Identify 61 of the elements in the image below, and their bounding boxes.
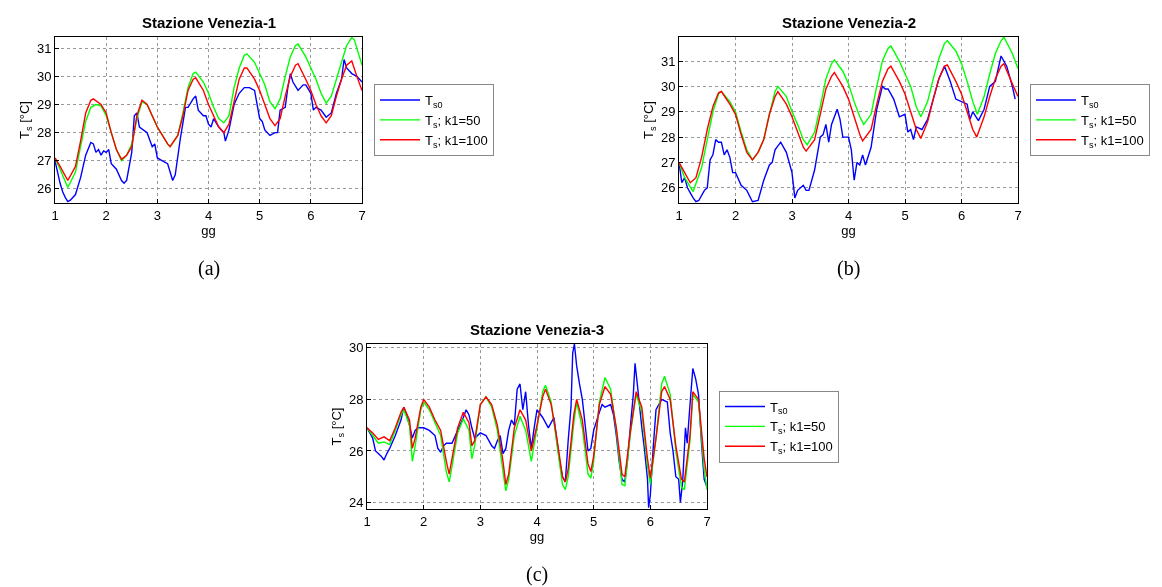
text: (c) (526, 563, 549, 586)
y-tick-label: 24 (348, 495, 364, 511)
chart-title: Stazione Venezia-2 (782, 14, 917, 31)
x-tick-label: 4 (844, 207, 853, 223)
x-tick-label: 2 (420, 513, 428, 529)
chart-title: Stazione Venezia-1 (142, 14, 277, 31)
line-series (679, 62, 1018, 184)
y-tick-label: 29 (660, 104, 676, 120)
legend-label: T$_{s}$; k1=100 (770, 439, 833, 457)
x-axis-title: gg (529, 528, 545, 544)
legend-label: T$_{s0}$ (425, 93, 443, 110)
legend-label: T$_{s}$; k1=100 (425, 132, 488, 150)
legend-label: T$_{s}$; k1=100 (1081, 132, 1144, 150)
x-tick-label: 1 (675, 207, 683, 223)
x-tick-label: 5 (901, 207, 909, 223)
y-tick-label: 28 (36, 125, 52, 141)
text: (a) (198, 257, 221, 280)
x-tick-label: 5 (590, 513, 598, 529)
y-tick-label: 30 (348, 340, 364, 356)
y-tick-label: 28 (660, 129, 676, 145)
y-tick-label: 27 (36, 153, 52, 169)
x-tick-label: 2 (731, 207, 740, 223)
x-tick-label: 6 (957, 207, 966, 223)
x-tick-label: 3 (153, 207, 161, 223)
legend-label: T$_{s}$; k1=50 (770, 419, 826, 437)
x-tick-label: 5 (256, 207, 264, 223)
legend-label: T$_{s}$; k1=50 (1081, 112, 1137, 130)
x-tick-label: 4 (533, 513, 541, 529)
y-tick-label: 26 (36, 181, 52, 197)
x-tick-label: 6 (307, 207, 315, 223)
x-tick-label: 4 (204, 207, 213, 223)
line-series (55, 60, 362, 182)
y-tick-label: 26 (348, 443, 364, 459)
x-tick-label: 6 (646, 513, 654, 529)
y-tick-label: 30 (660, 78, 676, 94)
x-tick-label: 7 (1014, 207, 1022, 223)
text: (b) (837, 257, 861, 280)
x-tick-label: 1 (51, 207, 59, 223)
x-tick-label: 1 (363, 513, 371, 529)
x-tick-label: 7 (358, 207, 366, 223)
line-series (55, 58, 362, 203)
legend-label: T$_{s}$; k1=50 (425, 112, 481, 130)
x-axis-title: gg (201, 222, 216, 238)
x-tick-label: 2 (102, 207, 110, 223)
legend-label: T$_{s0}$ (770, 399, 788, 417)
line-series (367, 344, 707, 509)
y-tick-label: 31 (660, 53, 676, 69)
line-series (679, 55, 1016, 203)
y-tick-label: 28 (348, 391, 364, 407)
x-tick-label: 7 (703, 513, 711, 529)
y-tick-label: 29 (36, 97, 52, 113)
x-axis-title: gg (841, 222, 856, 238)
x-tick-label: 3 (476, 513, 484, 529)
y-tick-label: 30 (36, 68, 52, 84)
y-tick-label: 31 (36, 40, 52, 56)
x-tick-label: 3 (788, 207, 796, 223)
line-series (679, 37, 1018, 193)
y-tick-label: 26 (660, 180, 676, 196)
y-tick-label: 27 (660, 155, 676, 170)
chart-title: Stazione Venezia-3 (470, 321, 605, 338)
legend-label: T$_{s0}$ (1081, 93, 1099, 110)
